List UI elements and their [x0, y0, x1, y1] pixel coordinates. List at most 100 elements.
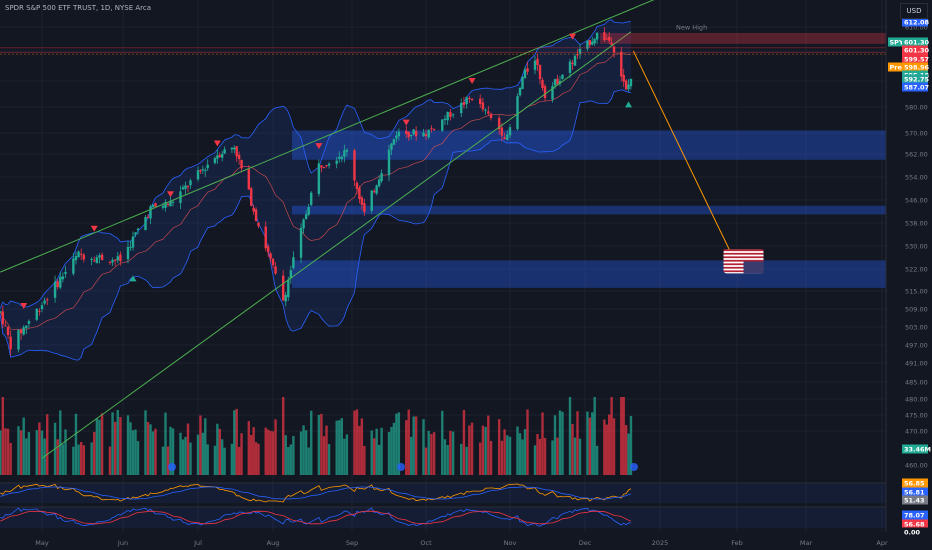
- candle: [144, 216, 147, 231]
- volume-bar: [171, 428, 175, 475]
- candle: [90, 258, 93, 261]
- volume-bar: [108, 446, 112, 475]
- candle: [441, 119, 444, 131]
- earnings-icon: [397, 463, 405, 471]
- candle: [573, 55, 577, 66]
- volume-bar: [605, 424, 608, 475]
- indicator-pane: [0, 507, 886, 528]
- candle: [516, 96, 519, 130]
- candle: [390, 143, 393, 150]
- candle: [430, 128, 433, 130]
- svg-text:592.75: 592.75: [904, 75, 930, 83]
- candle: [405, 130, 408, 134]
- volume-bar: [252, 427, 255, 475]
- candle: [204, 170, 207, 172]
- candle: [536, 58, 539, 66]
- volume-bar: [624, 425, 628, 475]
- flag-stripe: [723, 252, 764, 255]
- volume-bar: [82, 445, 86, 475]
- volume-bar: [307, 447, 310, 475]
- candle: [373, 191, 376, 193]
- volume-bar: [536, 434, 539, 475]
- candle: [506, 134, 509, 140]
- candle: [289, 270, 293, 279]
- support-zone: [292, 205, 886, 215]
- volume-bar: [206, 444, 209, 475]
- candle: [508, 127, 512, 136]
- volume-bar: [287, 447, 290, 475]
- candle: [460, 102, 463, 114]
- candle: [307, 207, 310, 215]
- time-tick-label: Oct: [420, 539, 432, 547]
- sell-marker: [167, 191, 174, 198]
- indicator2-badge: 78.07: [902, 510, 928, 520]
- candle: [292, 257, 295, 268]
- volume-bar: [98, 419, 101, 475]
- candle: [622, 74, 625, 82]
- candle: [134, 232, 137, 235]
- volume-bar: [586, 411, 589, 475]
- volume-bar: [345, 434, 349, 475]
- svg-text:56.68: 56.68: [904, 520, 925, 528]
- volume-bar: [595, 445, 599, 475]
- price-tick-label: 580.00: [905, 103, 928, 111]
- volume-bar: [588, 417, 592, 475]
- volume-bar: [497, 419, 501, 475]
- candle: [98, 255, 101, 258]
- volume-bar: [247, 421, 251, 475]
- volume-bar: [299, 431, 303, 475]
- candle: [213, 158, 217, 163]
- candle: [322, 166, 326, 168]
- volume-bar: [561, 411, 564, 475]
- candle: [274, 266, 277, 274]
- candle: [247, 169, 251, 190]
- candle: [74, 256, 78, 261]
- volume-bar: [320, 413, 323, 475]
- candle: [465, 97, 468, 105]
- candle: [481, 102, 485, 110]
- candle: [131, 236, 135, 248]
- candle: [397, 131, 401, 137]
- candle: [446, 111, 449, 121]
- volume-bar: [481, 425, 485, 475]
- volume-bar: [93, 431, 96, 475]
- candle: [543, 86, 547, 99]
- indicator-signal: [0, 486, 632, 500]
- candle: [591, 41, 594, 45]
- volume-bar: [607, 414, 611, 475]
- candle: [629, 78, 633, 87]
- volume-bar: [451, 431, 455, 475]
- candle: [392, 138, 396, 145]
- volume-bar: [310, 410, 313, 475]
- volume-bar: [340, 418, 344, 475]
- volume-bar: [0, 430, 2, 475]
- currency-button[interactable]: USD: [900, 3, 928, 19]
- volume-bar: [446, 445, 449, 475]
- candle: [206, 164, 209, 169]
- volume-bar: [213, 445, 217, 475]
- volume-bar: [487, 415, 490, 475]
- indicator2-badge: 56.68: [902, 519, 928, 529]
- volume-bar: [274, 419, 277, 475]
- volume-bar: [61, 444, 65, 475]
- bollinger-upper: [0, 19, 632, 309]
- price-tick-label: 497.00: [905, 341, 928, 349]
- volume-bar: [412, 416, 415, 475]
- volume-bar: [449, 430, 452, 475]
- volume-bar: [281, 397, 285, 475]
- volume-bar: [533, 445, 537, 475]
- volume-bar: [443, 439, 447, 475]
- candle: [6, 327, 10, 336]
- candle: [230, 147, 234, 150]
- price-badge: 601.30: [902, 45, 930, 55]
- candle: [154, 203, 157, 207]
- candle: [95, 257, 99, 264]
- candle: [432, 129, 436, 131]
- support-zone: [292, 260, 886, 288]
- volume-bar: [184, 436, 187, 475]
- volume-bar: [223, 447, 226, 475]
- candle: [216, 155, 219, 159]
- volume-bar: [500, 440, 504, 475]
